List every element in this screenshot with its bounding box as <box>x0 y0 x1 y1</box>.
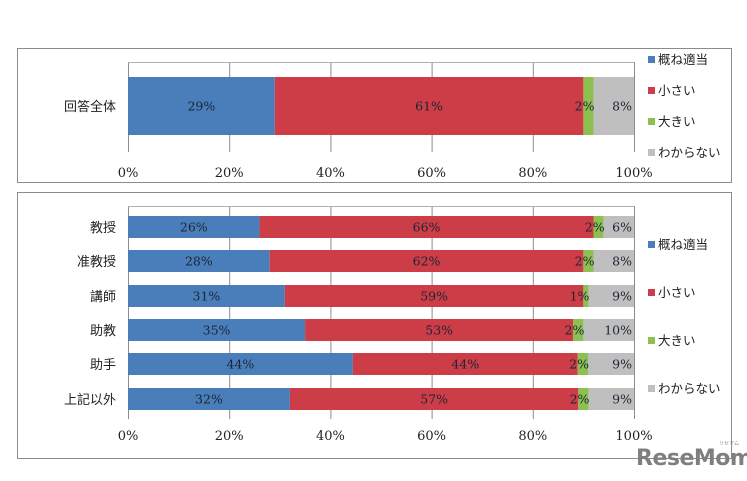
bar-segment <box>583 77 594 135</box>
data-label: 32% <box>195 392 223 407</box>
data-label: 61% <box>415 99 443 114</box>
data-label: 1% <box>570 289 590 304</box>
legend-swatch <box>648 385 655 392</box>
data-label: 6% <box>612 220 632 235</box>
bar-segment <box>577 353 588 375</box>
bar-segment <box>588 388 634 410</box>
legend-label: 概ね適当 <box>658 237 708 252</box>
data-label: 8% <box>612 99 632 114</box>
data-label: 31% <box>193 289 221 304</box>
data-label: 35% <box>203 323 231 338</box>
bar-segment <box>128 319 306 341</box>
bar-segment <box>274 77 584 135</box>
bar-segment <box>289 388 579 410</box>
legend-label: 小さい <box>658 83 696 98</box>
bar-segment <box>128 216 260 238</box>
legend-label: 大きい <box>658 114 696 129</box>
legend-swatch <box>648 118 655 125</box>
data-label: 2% <box>570 392 590 407</box>
data-label: 2% <box>565 323 585 338</box>
x-tick-label: 20% <box>215 166 244 181</box>
category-label: 准教授 <box>77 254 116 270</box>
legend-label: わからない <box>658 381 721 396</box>
legend-label: 概ね適当 <box>658 52 708 67</box>
legend-swatch <box>648 337 655 344</box>
data-label: 2% <box>585 220 605 235</box>
bar-segment <box>284 285 584 307</box>
data-label: 10% <box>604 323 632 338</box>
category-label: 講師 <box>90 289 116 305</box>
resemom-watermark: ReseMom <box>636 446 747 471</box>
bar-segment <box>573 319 584 341</box>
x-tick-label: 60% <box>417 166 446 181</box>
data-label: 2% <box>569 357 589 372</box>
category-label: 上記以外 <box>64 392 116 408</box>
x-tick-label: 100% <box>615 429 652 444</box>
data-label: 53% <box>425 323 453 338</box>
legend-swatch <box>648 56 655 63</box>
data-label: 9% <box>612 357 632 372</box>
legend-label: 大きい <box>658 333 696 348</box>
data-label: 29% <box>187 99 215 114</box>
data-label: 9% <box>612 289 632 304</box>
x-tick-label: 20% <box>215 429 244 444</box>
x-tick-label: 80% <box>518 429 547 444</box>
legend-swatch <box>648 149 655 156</box>
x-tick-label: 40% <box>316 166 345 181</box>
legend-swatch <box>648 241 655 248</box>
x-tick-label: 0% <box>118 166 139 181</box>
category-label: 回答全体 <box>64 99 116 115</box>
data-label: 9% <box>612 392 632 407</box>
bar-segment <box>603 216 634 238</box>
data-label: 2% <box>575 99 595 114</box>
legend-swatch <box>648 87 655 94</box>
bar-segment <box>593 216 604 238</box>
legend-swatch <box>648 289 655 296</box>
data-label: 44% <box>451 357 479 372</box>
bar-segment <box>128 77 275 135</box>
data-label: 59% <box>420 289 448 304</box>
bar-segment <box>588 353 634 375</box>
bar-segment <box>128 285 285 307</box>
data-label: 2% <box>575 254 595 269</box>
bar-segment <box>583 319 634 341</box>
data-label: 62% <box>413 254 441 269</box>
bar-segment <box>352 353 578 375</box>
bar-segment <box>593 250 634 272</box>
bar-segment <box>593 77 634 135</box>
bar-segment <box>578 388 589 410</box>
bar-segment <box>128 250 270 272</box>
data-label: 26% <box>180 220 208 235</box>
bar-segment <box>128 388 290 410</box>
resemom-watermark-sub: リセマム <box>719 441 740 447</box>
legend-label: わからない <box>658 145 721 160</box>
x-tick-label: 40% <box>316 429 345 444</box>
bar-segment <box>583 250 594 272</box>
bar-segment <box>583 285 589 307</box>
data-label: 28% <box>185 254 213 269</box>
bar-segment <box>305 319 574 341</box>
data-label: 57% <box>420 392 448 407</box>
legend-label: 小さい <box>658 285 696 300</box>
x-tick-label: 100% <box>615 166 652 181</box>
x-tick-label: 0% <box>118 429 139 444</box>
x-tick-label: 80% <box>518 166 547 181</box>
x-tick-label: 60% <box>417 429 446 444</box>
category-label: 助手 <box>90 358 116 373</box>
bar-segment <box>128 353 353 375</box>
data-label: 8% <box>612 254 632 269</box>
category-label: 教授 <box>90 220 116 236</box>
bar-segment <box>588 285 634 307</box>
category-label: 助教 <box>90 323 116 339</box>
bar-segment <box>269 250 584 272</box>
bar-segment <box>259 216 594 238</box>
data-label: 66% <box>413 220 441 235</box>
data-label: 44% <box>227 357 255 372</box>
